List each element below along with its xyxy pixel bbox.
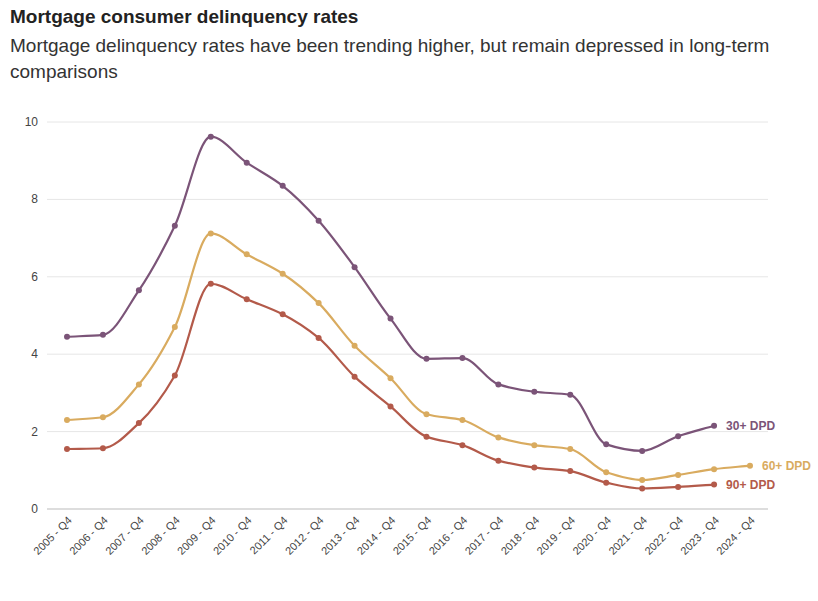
data-point	[100, 414, 106, 420]
grid-line	[47, 276, 768, 277]
data-point	[531, 442, 537, 448]
data-point	[244, 296, 250, 302]
data-point	[172, 324, 178, 330]
data-point	[639, 448, 645, 454]
grid-line	[47, 431, 768, 432]
data-point	[495, 458, 501, 464]
data-point	[639, 477, 645, 483]
data-point	[459, 442, 465, 448]
data-point	[136, 420, 142, 426]
data-point	[64, 446, 70, 452]
data-point	[567, 468, 573, 474]
data-point	[316, 300, 322, 306]
data-point	[388, 316, 394, 322]
y-tick-label: 2	[31, 425, 38, 439]
y-tick-label: 10	[25, 115, 39, 129]
grid-line	[47, 509, 768, 510]
data-point	[567, 446, 573, 452]
data-point	[280, 311, 286, 317]
data-point	[603, 469, 609, 475]
line-label: 60+ DPD	[762, 459, 811, 473]
grid-line	[47, 122, 768, 123]
data-point	[64, 417, 70, 423]
line-label: 90+ DPD	[726, 478, 775, 492]
data-point	[675, 484, 681, 490]
data-point	[531, 389, 537, 395]
data-point	[675, 433, 681, 439]
series-line	[67, 233, 750, 480]
data-point	[459, 417, 465, 423]
data-point	[495, 434, 501, 440]
x-tick-label: 2010 - Q4	[211, 514, 254, 557]
data-point	[388, 403, 394, 409]
grid-line	[47, 354, 768, 355]
data-point	[352, 264, 358, 270]
series-line	[67, 284, 714, 489]
data-point	[423, 356, 429, 362]
data-point	[316, 218, 322, 224]
data-point	[603, 441, 609, 447]
data-point	[208, 134, 214, 140]
y-tick-label: 0	[31, 502, 38, 516]
data-point	[388, 375, 394, 381]
y-tick-label: 8	[31, 192, 38, 206]
data-point	[567, 392, 573, 398]
data-point	[172, 223, 178, 229]
data-point	[316, 335, 322, 341]
series-line	[67, 137, 714, 451]
data-point	[244, 160, 250, 166]
data-point	[603, 480, 609, 486]
data-point	[423, 411, 429, 417]
data-point	[136, 381, 142, 387]
data-point	[172, 372, 178, 378]
x-tick-label: 2024 - Q4	[714, 514, 757, 557]
data-point	[244, 251, 250, 257]
line-label: 30+ DPD	[726, 419, 775, 433]
title: Mortgage consumer delinquency rates	[10, 6, 358, 28]
data-point	[280, 183, 286, 189]
data-point	[352, 343, 358, 349]
subtitle: Mortgage delinquency rates have been tre…	[10, 33, 810, 85]
grid-line	[47, 199, 768, 200]
data-point	[100, 332, 106, 338]
line-labels: 30+ DPD 60+ DPD 90+ DPD	[726, 419, 811, 492]
data-point	[136, 287, 142, 293]
data-point	[208, 281, 214, 287]
data-point	[64, 334, 70, 340]
data-point	[675, 472, 681, 478]
data-point	[495, 381, 501, 387]
data-point	[352, 374, 358, 380]
data-point	[280, 271, 286, 277]
chart: 02468102005 - Q42006 - Q42007 - Q42008 -…	[0, 0, 818, 601]
y-tick-label: 4	[31, 347, 38, 361]
data-point	[208, 230, 214, 236]
data-point	[423, 434, 429, 440]
y-tick-label: 6	[31, 270, 38, 284]
data-point	[711, 466, 717, 472]
data-point	[100, 445, 106, 451]
data-point	[711, 482, 717, 488]
data-point	[711, 423, 717, 429]
data-point	[639, 485, 645, 491]
data-point	[747, 463, 753, 469]
data-point	[531, 465, 537, 471]
data-point	[459, 355, 465, 361]
plot-area	[64, 134, 753, 492]
